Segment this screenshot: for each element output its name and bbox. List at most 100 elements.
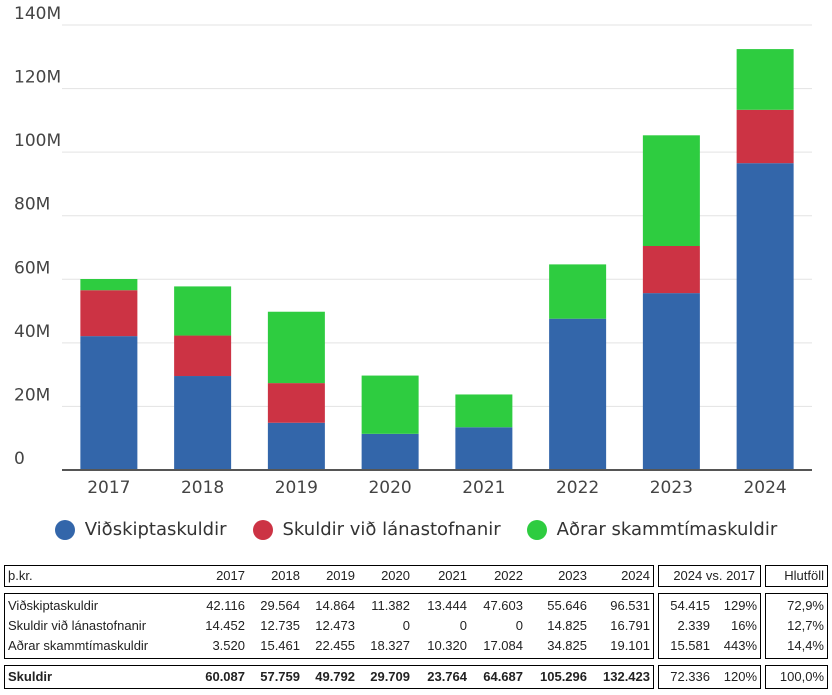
legend-item-adrar-skammtimaskuldir[interactable]: Aðrar skammtímaskuldir [526, 519, 778, 540]
bar-segment [267, 383, 325, 423]
row-label: Skuldir við lánastofnanir [8, 618, 147, 633]
legend-label: Aðrar skammtímaskuldir [556, 519, 778, 540]
table-row: Aðrar skammtímaskuldir 3.520 15.461 22.4… [5, 636, 653, 656]
bar-segment [642, 293, 700, 470]
bar-segment [361, 375, 419, 434]
table-total-share: 100,0% [765, 665, 828, 689]
legend-swatch-icon [54, 519, 75, 540]
total-share-cell: 100,0% [779, 669, 824, 684]
diff-cell: 54.415 [670, 598, 710, 613]
x-tick-label: 2017 [87, 478, 130, 498]
table-total-compare: 72.336 120% [658, 665, 761, 689]
table-cell: 16.791 [610, 618, 650, 633]
y-tick-label: 20M [14, 385, 50, 405]
table-cell: 18.327 [370, 638, 410, 653]
table-cell: 34.825 [547, 638, 587, 653]
bar-segment [174, 335, 232, 377]
legend-label: Skuldir við lánastofnanir [282, 519, 501, 540]
chart-legend: Viðskiptaskuldir Skuldir við lánastofnan… [0, 519, 832, 540]
x-tick-label: 2022 [556, 478, 599, 498]
year-header: 2018 [271, 568, 300, 583]
table-cell: 42.116 [206, 598, 245, 613]
year-header: 2019 [326, 568, 355, 583]
table-cell: 22.455 [315, 638, 355, 653]
total-pct-cell: 120% [723, 669, 757, 684]
total-label: Skuldir [8, 669, 53, 684]
y-tick-label: 80M [14, 195, 50, 215]
total-cell: 29.709 [370, 669, 410, 684]
year-header: 2017 [216, 568, 245, 583]
year-header: 2023 [558, 568, 587, 583]
bar-segment [455, 427, 513, 470]
legend-label: Viðskiptaskuldir [84, 519, 227, 540]
diff-cell: 15.581 [670, 638, 710, 653]
table-cell: 55.646 [547, 598, 587, 613]
bar-segment [267, 311, 325, 384]
bar-segment [267, 422, 325, 470]
share-cell: 12,7% [787, 618, 824, 633]
x-tick-label: 2019 [275, 478, 318, 498]
year-header: 2021 [438, 568, 467, 583]
year-header: 2020 [381, 568, 410, 583]
pct-cell: 16% [730, 618, 757, 633]
table-body-share: 72,9% 12,7% 14,4% [765, 593, 828, 659]
table-cell: 11.382 [371, 598, 410, 613]
total-cell: 132.423 [603, 669, 650, 684]
total-cell: 60.087 [205, 669, 245, 684]
table-header-years: þ.kr. 2017 2018 2019 2020 2021 2022 2023… [4, 565, 654, 587]
table-cell: 14.452 [205, 618, 245, 633]
x-tick-label: 2021 [462, 478, 505, 498]
x-tick-label: 2020 [368, 478, 411, 498]
unit-label: þ.kr. [8, 568, 33, 583]
table-row: Skuldir við lánastofnanir 14.452 12.735 … [5, 616, 653, 636]
total-cell: 105.296 [540, 669, 587, 684]
bar-segment [736, 163, 794, 471]
y-tick-label: 100M [14, 131, 61, 151]
bar-segment [736, 109, 794, 164]
pct-cell: 443% [723, 638, 757, 653]
legend-swatch-icon [252, 519, 273, 540]
y-tick-label: 40M [14, 322, 50, 342]
bar-segment [361, 433, 419, 470]
table-cell: 96.531 [610, 598, 650, 613]
table-cell: 0 [459, 618, 467, 633]
x-tick-label: 2018 [181, 478, 224, 498]
table-cell: 12.735 [260, 618, 300, 633]
x-tick-label: 2024 [743, 478, 786, 498]
table-cell: 10.320 [427, 638, 467, 653]
table-header-compare: 2024 vs. 2017 [658, 565, 761, 587]
table-cell: 29.564 [260, 598, 300, 613]
bar-segment [80, 279, 138, 291]
bar-segment [736, 49, 794, 110]
bar-segment [455, 394, 513, 428]
bar-segment [642, 246, 700, 294]
table-cell: 13.444 [427, 598, 467, 613]
bar-segment [549, 318, 607, 470]
table-header-share: Hlutföll [765, 565, 828, 587]
table-cell: 15.461 [260, 638, 300, 653]
table-cell: 19.101 [610, 638, 650, 653]
legend-item-skuldir-lanastofnanir[interactable]: Skuldir við lánastofnanir [252, 519, 501, 540]
legend-item-vidskiptaskuldir[interactable]: Viðskiptaskuldir [54, 519, 227, 540]
year-header: 2022 [494, 568, 523, 583]
total-cell: 49.792 [315, 669, 355, 684]
table-total-years: Skuldir 60.087 57.759 49.792 29.709 23.7… [4, 665, 654, 689]
table-row: Viðskiptaskuldir 42.116 29.564 14.864 11… [5, 596, 653, 616]
pct-cell: 129% [723, 598, 757, 613]
table-cell: 14.864 [315, 598, 355, 613]
table-cell: 17.084 [483, 638, 523, 653]
y-tick-label: 120M [14, 68, 61, 88]
y-tick-label: 60M [14, 258, 50, 278]
bar-segment [80, 290, 138, 337]
table-cell: 12.473 [315, 618, 355, 633]
share-cell: 14,4% [787, 638, 824, 653]
table-body-compare: 54.415 129% 2.339 16% 15.581 443% [658, 593, 761, 659]
total-cell: 64.687 [483, 669, 523, 684]
table-cell: 47.603 [483, 598, 523, 613]
total-cell: 23.764 [427, 669, 467, 684]
total-diff-cell: 72.336 [670, 669, 710, 684]
x-tick-label: 2023 [650, 478, 693, 498]
year-header: 2024 [621, 568, 650, 583]
bar-segment [80, 336, 138, 470]
table-body-years: Viðskiptaskuldir 42.116 29.564 14.864 11… [4, 593, 654, 659]
